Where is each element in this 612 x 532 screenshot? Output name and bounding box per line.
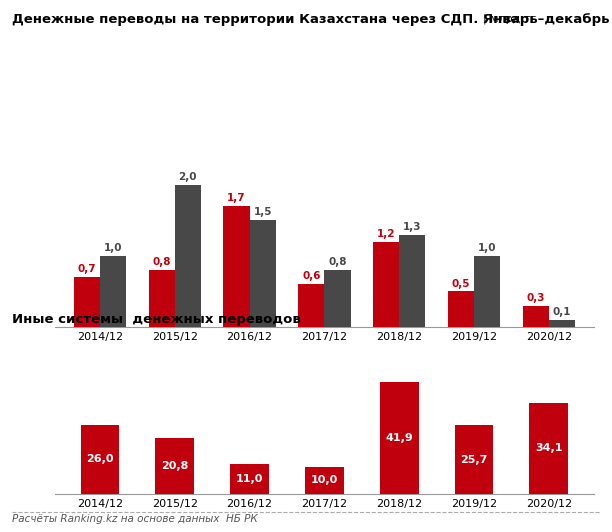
Bar xyxy=(250,220,276,327)
Text: 0,8: 0,8 xyxy=(152,257,171,267)
Text: 2,0: 2,0 xyxy=(179,172,197,182)
Bar xyxy=(379,382,419,494)
Bar xyxy=(399,235,425,327)
Text: 1,0: 1,0 xyxy=(104,243,122,253)
Bar xyxy=(155,438,194,494)
Bar xyxy=(474,256,500,327)
Text: 0,3: 0,3 xyxy=(526,293,545,303)
Bar xyxy=(230,464,269,494)
Bar xyxy=(305,467,344,494)
Bar xyxy=(455,426,493,494)
Text: 10,0: 10,0 xyxy=(311,476,338,485)
Text: Денежные переводы на территории Казахстана через СДП. Январь–декабрь: Денежные переводы на территории Казахста… xyxy=(12,13,610,26)
Text: 1,3: 1,3 xyxy=(403,222,422,231)
Text: 0,5: 0,5 xyxy=(452,279,470,288)
Bar xyxy=(81,425,119,494)
Text: 0,7: 0,7 xyxy=(78,264,96,275)
Bar xyxy=(223,206,250,327)
Text: Расчёты Ranking.kz на основе данных  НБ РК: Расчёты Ranking.kz на основе данных НБ Р… xyxy=(12,514,258,525)
Text: 41,9: 41,9 xyxy=(386,433,413,443)
Text: 1,0: 1,0 xyxy=(478,243,496,253)
Bar xyxy=(549,320,575,327)
Text: 25,7: 25,7 xyxy=(460,454,488,464)
Text: 1,2: 1,2 xyxy=(377,229,395,239)
Legend: «Юнистрим», Contact: «Юнистрим», Contact xyxy=(231,358,418,380)
Bar xyxy=(149,270,175,327)
Bar xyxy=(373,242,399,327)
Text: 26,0: 26,0 xyxy=(86,454,114,464)
Text: 1,7: 1,7 xyxy=(227,193,246,203)
Bar xyxy=(448,292,474,327)
Text: 0,6: 0,6 xyxy=(302,271,321,281)
Bar xyxy=(324,270,351,327)
Text: 20,8: 20,8 xyxy=(161,461,188,471)
Bar xyxy=(298,284,324,327)
Text: Иные системы  денежных переводов: Иные системы денежных переводов xyxy=(12,313,301,326)
Text: 1,5: 1,5 xyxy=(253,207,272,218)
Text: | млрд тг: | млрд тг xyxy=(483,13,537,24)
Bar xyxy=(175,185,201,327)
Text: 0,1: 0,1 xyxy=(553,307,571,317)
Text: 11,0: 11,0 xyxy=(236,474,263,484)
Bar xyxy=(100,256,126,327)
Bar xyxy=(529,403,568,494)
Text: 34,1: 34,1 xyxy=(535,443,562,453)
Bar xyxy=(523,306,549,327)
Bar xyxy=(74,277,100,327)
Text: 0,8: 0,8 xyxy=(328,257,347,267)
